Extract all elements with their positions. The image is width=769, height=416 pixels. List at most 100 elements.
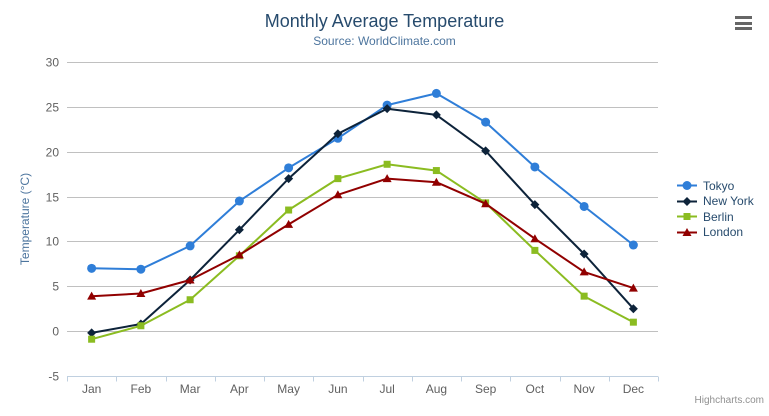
point-berlin-feb[interactable] [137, 322, 145, 330]
point-london-apr[interactable] [234, 250, 244, 259]
series-line-london[interactable] [91, 177, 634, 298]
y-axis-label: 20 [46, 146, 60, 160]
x-axis-label: Jun [328, 382, 347, 396]
point-london-jan[interactable] [87, 291, 97, 300]
point-berlin-dec[interactable] [629, 318, 637, 326]
y-axis-label: -5 [48, 370, 59, 384]
chart-title: Monthly Average Temperature [264, 11, 505, 31]
y-axis-label: 5 [52, 280, 59, 294]
point-tokyo-apr[interactable] [234, 196, 244, 206]
point-london-nov[interactable] [579, 267, 589, 276]
x-axis-label: Aug [426, 382, 447, 396]
point-new-york-jun[interactable] [333, 129, 343, 139]
legend-label: London [703, 225, 744, 240]
legend-item-berlin[interactable]: Berlin [676, 209, 754, 225]
point-tokyo-sep[interactable] [481, 117, 491, 127]
triangle-legend-marker[interactable] [682, 227, 692, 236]
point-new-york-oct[interactable] [530, 200, 540, 210]
x-axis-label: May [277, 382, 300, 396]
y-axis-labels: -5 0 5 10 15 20 25 30 [46, 56, 60, 384]
point-berlin-oct[interactable] [531, 246, 539, 254]
point-london-feb[interactable] [136, 288, 146, 297]
y-axis-label: 15 [46, 191, 60, 205]
triangle-legend-icon [677, 227, 697, 236]
circle-legend-marker[interactable] [682, 181, 692, 191]
point-new-york-dec[interactable] [628, 304, 638, 314]
x-axis-label: Jan [82, 382, 101, 396]
point-new-york-apr[interactable] [234, 225, 244, 235]
point-berlin-jun[interactable] [334, 175, 342, 183]
point-tokyo-feb[interactable] [136, 264, 146, 274]
legend-item-tokyo[interactable]: Tokyo [676, 178, 754, 194]
hamburger-icon [735, 16, 752, 19]
series-tokyo[interactable] [87, 88, 638, 274]
point-new-york-aug[interactable] [431, 110, 441, 120]
point-tokyo-jan[interactable] [87, 263, 97, 273]
legend-item-london[interactable]: London [676, 225, 754, 241]
point-berlin-nov[interactable] [580, 292, 588, 300]
point-berlin-jan[interactable] [88, 335, 96, 343]
credits-link[interactable]: Highcharts.com [694, 395, 764, 406]
legend-item-new-york[interactable]: New York [676, 194, 754, 210]
y-axis-title: Temperature (°C) [18, 172, 32, 266]
point-tokyo-aug[interactable] [431, 88, 441, 98]
point-tokyo-dec[interactable] [628, 240, 638, 250]
legend-label: Berlin [703, 209, 734, 224]
series-line-tokyo[interactable] [91, 92, 635, 271]
hamburger-icon [735, 27, 752, 30]
series-london[interactable] [87, 174, 638, 300]
point-london-may[interactable] [284, 219, 294, 228]
point-new-york-may[interactable] [284, 174, 294, 184]
point-new-york-nov[interactable] [579, 249, 589, 259]
point-tokyo-oct[interactable] [530, 162, 540, 172]
legend-label: Tokyo [703, 178, 735, 193]
point-london-dec[interactable] [628, 283, 638, 292]
diamond-legend-marker[interactable] [682, 196, 692, 206]
y-axis-label: 30 [46, 56, 60, 70]
point-london-aug[interactable] [431, 177, 441, 186]
square-legend-marker[interactable] [683, 213, 691, 221]
x-axis-label: Dec [623, 382, 644, 396]
point-london-oct[interactable] [530, 234, 540, 243]
square-legend-icon [677, 213, 697, 221]
point-berlin-aug[interactable] [432, 167, 440, 175]
point-london-jul[interactable] [382, 174, 392, 183]
point-london-mar[interactable] [185, 275, 195, 284]
x-axis-label: Apr [230, 382, 249, 396]
chart-subtitle: Source: WorldClimate.com [313, 34, 456, 48]
point-new-york-jul[interactable] [382, 104, 392, 114]
series-new-york[interactable] [87, 104, 638, 338]
point-london-sep[interactable] [481, 199, 491, 208]
y-axis-label: 25 [46, 101, 60, 115]
circle-legend-icon [677, 181, 697, 191]
y-axis-label: 10 [46, 235, 60, 249]
point-new-york-sep[interactable] [481, 146, 491, 156]
x-axis [67, 376, 659, 382]
y-axis-label: 0 [52, 325, 59, 339]
context-menu-button[interactable] [733, 13, 756, 33]
point-berlin-may[interactable] [285, 206, 293, 214]
point-new-york-jan[interactable] [87, 328, 97, 338]
x-axis-labels: Jan Feb Mar Apr May Jun Jul Aug Sep Oct Nov Dec [82, 382, 644, 396]
x-axis-label: Jul [379, 382, 394, 396]
point-tokyo-mar[interactable] [185, 241, 195, 251]
hamburger-icon [735, 21, 752, 25]
diamond-legend-icon [677, 196, 697, 206]
point-tokyo-may[interactable] [284, 163, 294, 173]
legend-label: New York [703, 194, 754, 209]
point-london-jun[interactable] [333, 190, 343, 199]
series-line-berlin[interactable] [91, 163, 634, 341]
point-berlin-mar[interactable] [186, 296, 194, 304]
legend: Tokyo New York Berlin London [676, 178, 754, 240]
x-axis-label: Oct [526, 382, 545, 396]
x-axis-label: Nov [573, 382, 594, 396]
x-axis-label: Sep [475, 382, 497, 396]
x-axis-label: Mar [180, 382, 201, 396]
x-axis-label: Feb [131, 382, 152, 396]
point-berlin-jul[interactable] [383, 160, 391, 168]
series-line-new-york[interactable] [91, 107, 635, 334]
point-tokyo-nov[interactable] [579, 201, 589, 211]
y-gridlines [67, 62, 658, 377]
